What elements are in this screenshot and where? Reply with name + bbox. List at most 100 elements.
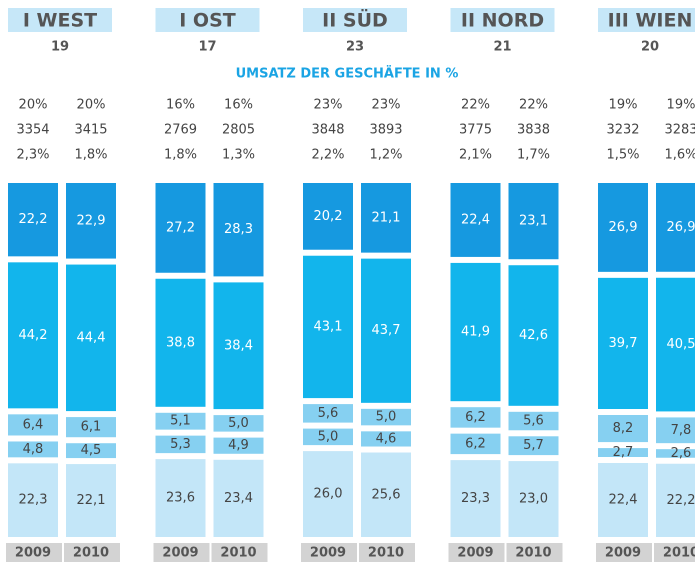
segment-label: 22,9: [77, 213, 106, 228]
bar-segment: [66, 464, 116, 537]
segment-label: 39,7: [609, 336, 638, 351]
stores: 3283: [664, 123, 695, 138]
bar-segment: [213, 415, 264, 432]
stores: 2805: [222, 123, 255, 138]
group-title: I WEST: [23, 10, 97, 32]
segment-label: 5,3: [170, 437, 191, 452]
year-box: [6, 543, 62, 562]
stores: 3848: [311, 123, 344, 138]
group-count: 20: [641, 40, 659, 55]
bar-segment: [66, 417, 116, 438]
group-count: 23: [346, 40, 364, 55]
segment-label: 22,2: [667, 493, 695, 508]
bar-segment: [508, 265, 559, 406]
segment-label: 44,4: [77, 330, 106, 345]
bar-segment: [303, 255, 353, 399]
bar-segment: [450, 433, 501, 455]
year-box: [654, 543, 695, 562]
bar-segment: [656, 463, 695, 537]
segment-label: 41,9: [461, 325, 490, 340]
bar-segment: [8, 441, 58, 458]
bar-segment: [508, 461, 559, 537]
year-label: 2010: [73, 546, 109, 561]
group-header: [598, 8, 695, 32]
bar-segment: [508, 436, 559, 456]
bar-segment: [361, 258, 411, 403]
segment-label: 21,1: [372, 210, 401, 225]
bar-segment: [303, 451, 353, 537]
segment-label: 5,0: [228, 416, 249, 431]
bar-segment: [8, 414, 58, 436]
segment-label: 22,3: [19, 493, 48, 508]
year-label: 2009: [162, 546, 198, 561]
segment-label: 28,3: [224, 222, 253, 237]
segment-label: 5,0: [376, 410, 397, 425]
group-header: [303, 8, 407, 32]
segment-label: 26,9: [667, 220, 695, 235]
stores: 3775: [459, 123, 492, 138]
segment-label: 4,8: [23, 442, 44, 457]
segment-label: 7,8: [671, 423, 692, 438]
stores: 3415: [74, 123, 107, 138]
bar-segment: [213, 437, 264, 454]
segment-label: 38,8: [166, 335, 195, 350]
subtitle: UMSATZ DER GESCHÄFTE IN %: [236, 66, 459, 82]
bar-segment: [508, 183, 559, 260]
group-header: [8, 8, 112, 32]
segment-label: 22,1: [77, 493, 106, 508]
segment-label: 2,6: [671, 446, 692, 461]
year-box: [211, 543, 268, 562]
segment-label: 38,4: [224, 338, 253, 353]
bar-segment: [508, 411, 559, 431]
segment-label: 22,2: [19, 212, 48, 227]
group-title: II SÜD: [322, 8, 388, 32]
growth: 1,6%: [664, 148, 695, 163]
bar-segment: [155, 278, 206, 407]
stores: 3354: [16, 123, 49, 138]
year-box: [359, 543, 415, 562]
stores: 3838: [517, 123, 550, 138]
segment-label: 6,4: [23, 417, 44, 432]
bar-segment: [656, 277, 695, 412]
share: 16%: [166, 98, 195, 113]
segment-label: 5,6: [523, 414, 544, 429]
segment-label: 43,7: [372, 323, 401, 338]
segment-label: 4,5: [81, 443, 102, 458]
bar-segment: [450, 460, 501, 537]
segment-label: 5,1: [170, 414, 191, 429]
segment-label: 6,2: [465, 410, 486, 425]
growth: 1,3%: [222, 148, 255, 163]
growth: 1,2%: [369, 148, 402, 163]
year-box: [64, 543, 120, 562]
bar-segment: [303, 183, 353, 250]
segment-label: 5,0: [318, 429, 339, 444]
bar-segment: [598, 448, 648, 458]
segment-label: 42,6: [519, 328, 548, 343]
bar-segment: [598, 415, 648, 443]
bar-segment: [598, 277, 648, 409]
share: 20%: [77, 98, 106, 113]
segment-label: 25,6: [372, 487, 401, 502]
year-label: 2010: [220, 546, 256, 561]
group-count: 21: [493, 40, 511, 55]
bar-segment: [303, 404, 353, 423]
bar-segment: [450, 407, 501, 428]
bar-segment: [598, 183, 648, 272]
stores: 3893: [369, 123, 402, 138]
bar-segment: [155, 435, 206, 454]
year-box: [596, 543, 652, 562]
bar-segment: [155, 183, 206, 273]
share: 19%: [609, 98, 638, 113]
segment-label: 8,2: [613, 421, 634, 436]
share: 20%: [19, 98, 48, 113]
group-title: II NORD: [461, 10, 544, 32]
bar-segment: [361, 183, 411, 253]
bar-segment: [155, 412, 206, 430]
segment-label: 23,6: [166, 491, 195, 506]
segment-label: 23,4: [224, 491, 253, 506]
group-count: 17: [198, 40, 216, 55]
year-label: 2009: [310, 546, 346, 561]
year-box: [506, 543, 563, 562]
year-box: [448, 543, 505, 562]
